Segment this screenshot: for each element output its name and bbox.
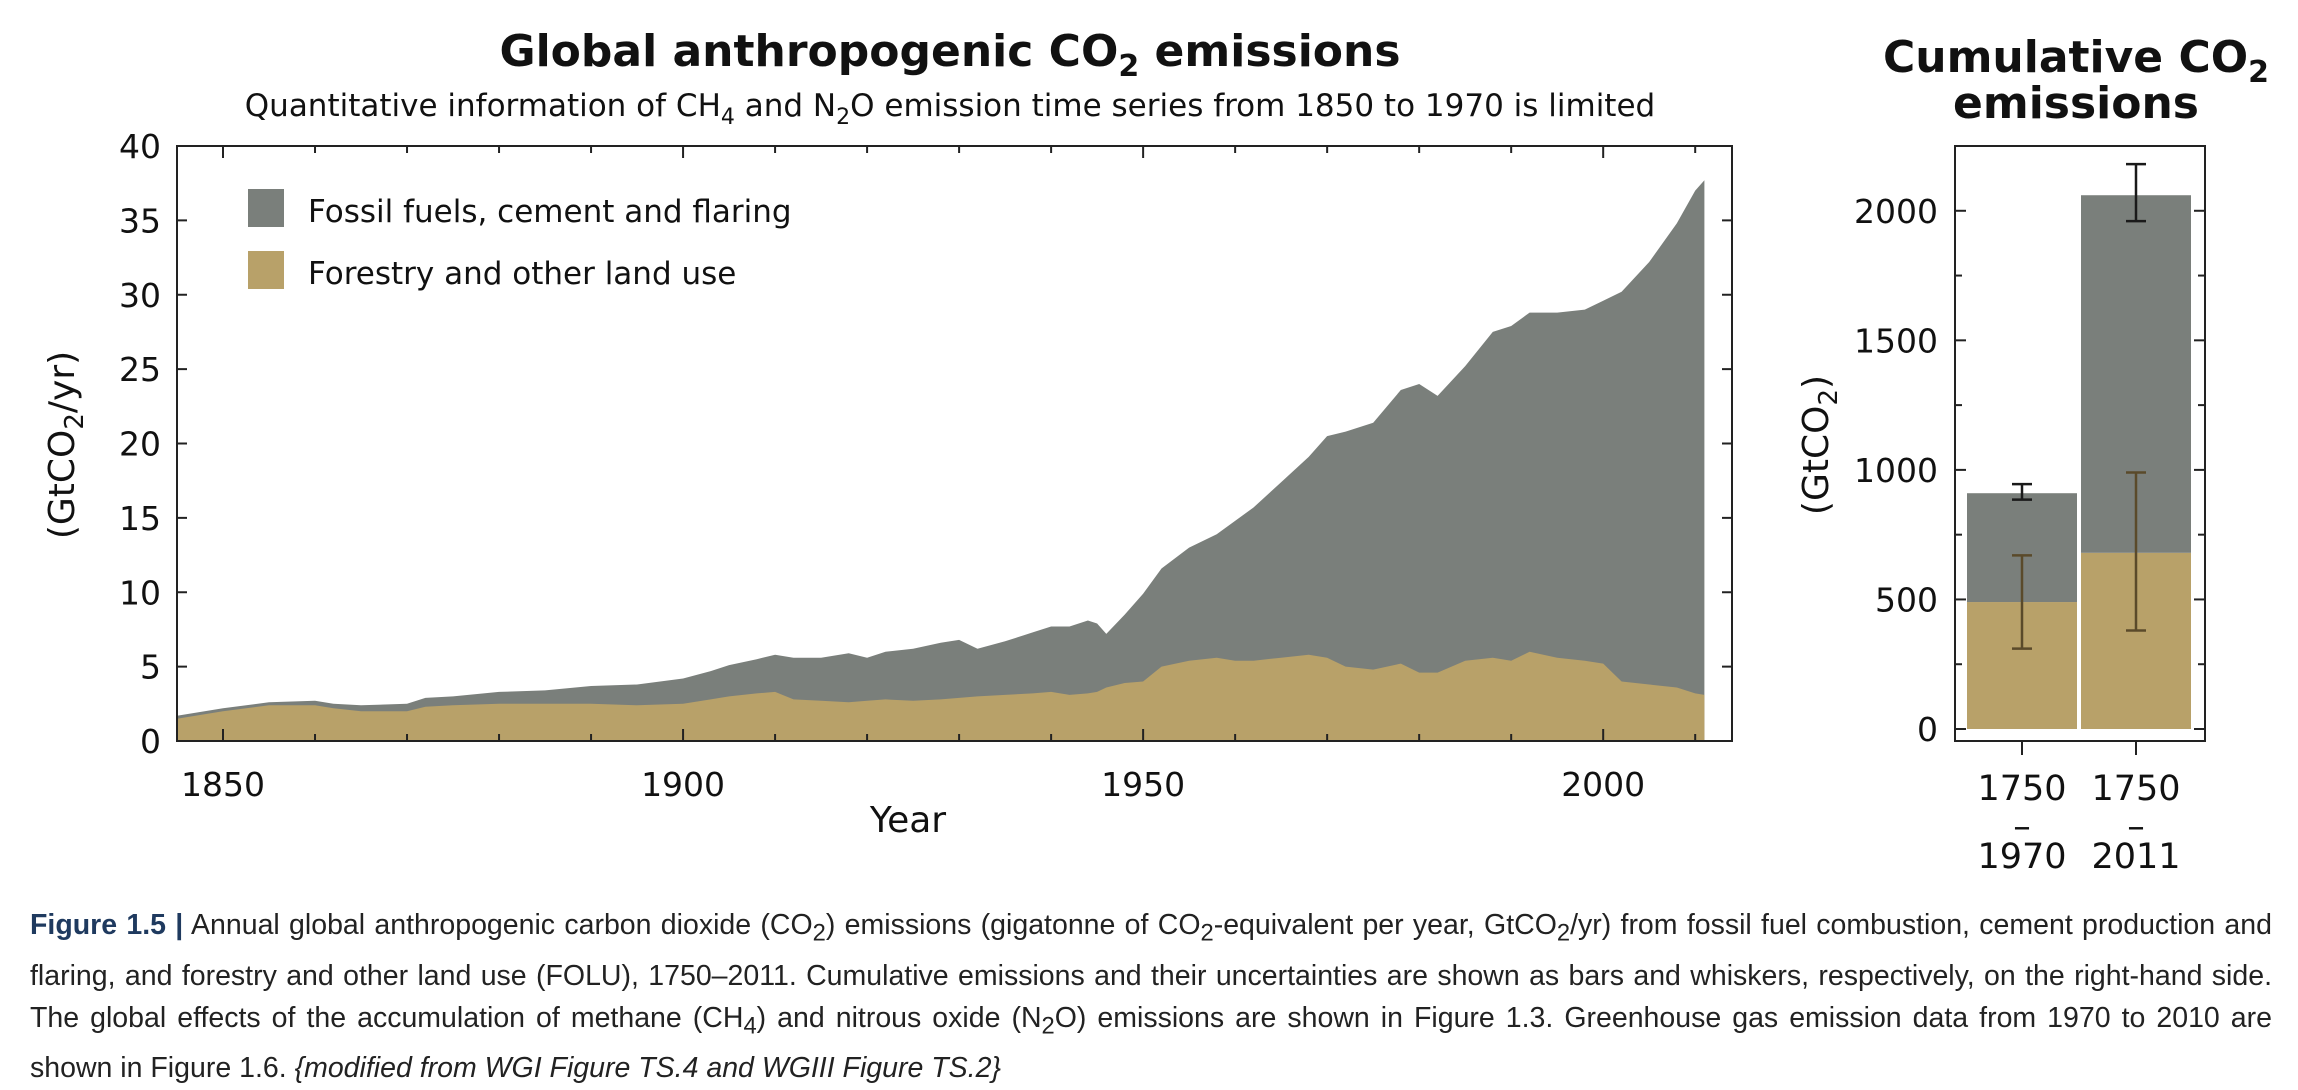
cumulative-y-axis-label: (GtCO2) bbox=[1796, 375, 1844, 515]
main-chart-title: Global anthropogenic CO2 emissions bbox=[499, 26, 1400, 84]
cumulative-plot-frame bbox=[1954, 145, 2206, 742]
x-axis-label: Year bbox=[869, 800, 946, 841]
figure-caption: Figure 1.5 | Annual global anthropogenic… bbox=[30, 904, 2272, 1089]
main-axis-ticks: 0 5 10 15 20 25 30 35 40 1850 1900 1950 2000 bbox=[119, 127, 1732, 804]
caption-sub-2: 2 bbox=[1200, 919, 1214, 947]
cumulative-y-tick-label: 1000 bbox=[1854, 451, 1938, 490]
legend-swatch-folu bbox=[248, 251, 284, 289]
cumulative-category-label: 1970 bbox=[1977, 837, 2066, 877]
caption-label: Figure 1.5 | bbox=[30, 909, 184, 941]
caption-sub-5: 2 bbox=[1041, 1012, 1055, 1040]
area-fossil-fuels bbox=[177, 180, 1705, 741]
area-forestry-land-use bbox=[177, 651, 1705, 741]
legend-label-folu: Forestry and other land use bbox=[308, 256, 736, 292]
caption-text-4: /yr) from fossil fuel combustion, cement… bbox=[30, 909, 2272, 1034]
cumulative-axis-ticks: 0 500 1000 1500 2000 bbox=[1854, 145, 2205, 755]
caption-text-5: ) and nitrous oxide (N bbox=[756, 1001, 1042, 1034]
legend-swatch-fossil bbox=[248, 189, 284, 227]
cumulative-chart-title: Cumulative CO2 bbox=[1883, 32, 2269, 90]
x-tick-label: 1900 bbox=[641, 765, 725, 804]
x-tick-label: 2000 bbox=[1561, 765, 1645, 804]
y-tick-label: 15 bbox=[119, 499, 161, 538]
x-tick-label: 1950 bbox=[1101, 765, 1185, 804]
y-tick-label: 20 bbox=[119, 425, 161, 464]
caption-sub-4: 4 bbox=[743, 1012, 757, 1040]
cumulative-category-label: 1750 bbox=[2091, 769, 2180, 809]
caption-text-6: O) emissions are shown in Figure 1.3. Gr… bbox=[30, 1001, 2272, 1085]
y-tick-label: 5 bbox=[140, 648, 161, 687]
annual-emissions-chart: Global anthropogenic CO2 emissions Quant… bbox=[42, 26, 2269, 877]
y-tick-label: 35 bbox=[119, 201, 161, 240]
y-tick-label: 10 bbox=[119, 573, 161, 612]
cumulative-category-label: – bbox=[2013, 807, 2031, 847]
main-chart-subtitle: Quantitative information of CH4 and N2O … bbox=[245, 88, 1655, 130]
y-tick-label: 25 bbox=[119, 350, 161, 389]
caption-text-2: ) emissions (gigatonne of CO bbox=[825, 909, 1201, 941]
caption-text-3: -equivalent per year, GtCO bbox=[1213, 909, 1557, 941]
cumulative-bar-layer bbox=[1967, 162, 2191, 729]
cumulative-chart-title-line2: emissions bbox=[1953, 78, 2199, 129]
x-tick-label: 1850 bbox=[181, 765, 265, 804]
y-axis-label: (GtCO2/yr) bbox=[42, 351, 90, 539]
legend-label-fossil: Fossil fuels, cement and flaring bbox=[308, 194, 792, 230]
caption-source: {modified from WGI Figure TS.4 and WGIII… bbox=[294, 1052, 1001, 1085]
caption-sub-1: 2 bbox=[812, 919, 826, 947]
area-series-layer bbox=[177, 180, 1705, 741]
cumulative-y-tick-label: 1500 bbox=[1854, 321, 1938, 360]
cumulative-y-tick-label: 500 bbox=[1875, 580, 1938, 619]
cumulative-y-tick-label: 2000 bbox=[1854, 192, 1938, 231]
caption-text-1: Annual global anthropogenic carbon dioxi… bbox=[183, 909, 813, 941]
y-tick-label: 30 bbox=[119, 276, 161, 315]
cumulative-category-label: 2011 bbox=[2091, 837, 2180, 877]
cumulative-category-label: – bbox=[2127, 807, 2145, 847]
y-tick-label: 40 bbox=[119, 127, 161, 166]
cumulative-category-label: 1750 bbox=[1977, 769, 2066, 809]
caption-sub-3: 2 bbox=[1556, 919, 1571, 947]
cumulative-y-tick-label: 0 bbox=[1917, 710, 1938, 749]
y-tick-label: 0 bbox=[140, 722, 161, 761]
